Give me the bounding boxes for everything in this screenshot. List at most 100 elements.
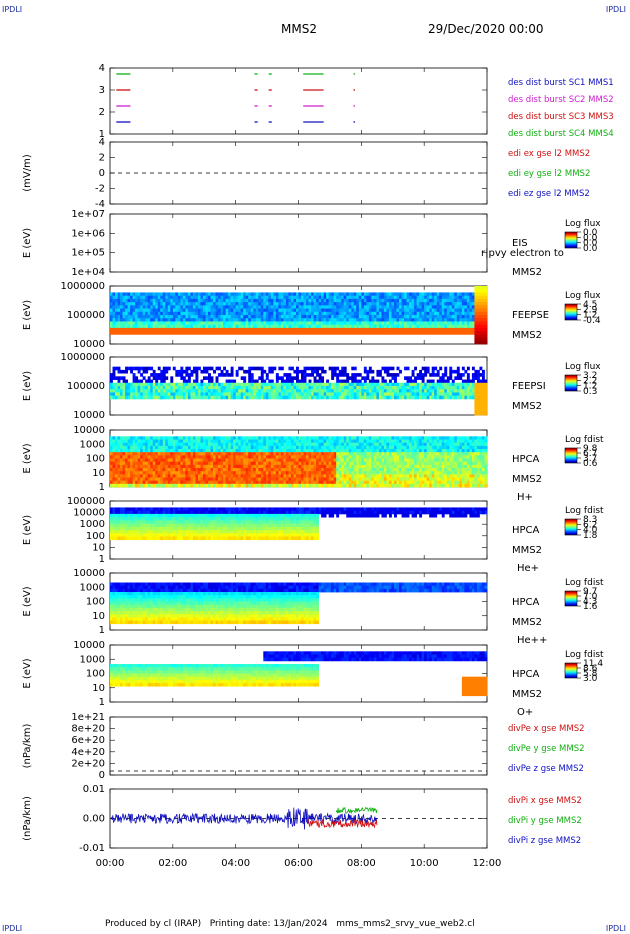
spectrogram-cell (280, 327, 284, 332)
spectrogram-cell (295, 445, 299, 450)
spectrogram-cell (358, 395, 362, 400)
spectrogram-cell (451, 392, 455, 397)
spectrogram-cell (260, 373, 264, 377)
spectrogram-cell (248, 292, 252, 297)
spectrogram-cell (127, 442, 131, 447)
spectrogram-cell (238, 395, 242, 400)
y-tick-label: 100000 (67, 310, 105, 321)
spectrogram-cell (213, 324, 216, 329)
spectrogram-cell (386, 298, 390, 303)
spectrogram-cell (117, 458, 121, 463)
spectrogram-cell (215, 442, 219, 447)
spectrogram-cell (210, 464, 214, 469)
spectrogram-cell (288, 386, 292, 390)
spectrogram-cell (306, 331, 309, 335)
spectrogram-cell (265, 436, 269, 440)
spectrogram-cell (135, 449, 139, 453)
spectrogram-cell (419, 327, 423, 332)
spectrogram-cell (115, 477, 118, 482)
spectrogram-cell (215, 395, 219, 400)
spectrogram-cell (409, 389, 412, 393)
spectrogram-cell (471, 386, 475, 390)
spectrogram-cell (301, 321, 304, 326)
spectrogram-cell (132, 324, 136, 329)
spectrogram-cell (401, 318, 405, 322)
spectrogram-cell (250, 461, 254, 466)
spectrogram-cell (451, 321, 455, 326)
spectrogram-cell (233, 379, 237, 384)
spectrogram-cell (208, 373, 211, 377)
spectrogram-cell (394, 376, 397, 380)
spectrogram-cell (348, 321, 352, 326)
spectrogram-cell (152, 455, 156, 459)
spectrogram-cell (208, 458, 211, 463)
spectrogram-cell (142, 480, 146, 485)
spectrogram-cell (358, 298, 362, 303)
spectrogram-cell (326, 311, 330, 316)
spectrogram-cell (409, 292, 412, 297)
spectrogram-cell (396, 386, 400, 390)
spectrogram-cell (424, 302, 428, 306)
spectrogram-cell (371, 331, 375, 335)
spectrogram-cell (137, 321, 141, 326)
spectrogram-cell (240, 461, 244, 466)
spectrogram-cell (225, 305, 229, 309)
spectrogram-cell (255, 452, 259, 456)
spectrogram-cell (255, 308, 259, 313)
spectrogram-cell (301, 480, 304, 485)
spectrogram-cell (230, 480, 234, 485)
spectrogram-cell (273, 445, 277, 450)
spectrogram-cell (140, 379, 144, 384)
spectrogram-cell (220, 445, 224, 450)
spectrogram-cell (346, 480, 350, 485)
spectrogram-cell (409, 382, 412, 387)
spectrogram-cell (416, 324, 420, 329)
spectrogram-cell (248, 324, 252, 329)
spectrogram-cell (346, 305, 350, 309)
spectrogram-cell (326, 295, 330, 300)
spectrogram-cell (381, 379, 385, 384)
spectrogram-cell (451, 382, 455, 387)
spectrogram-cell (361, 292, 365, 297)
spectrogram-cell (476, 376, 480, 380)
spectrogram-cell (132, 449, 136, 453)
spectrogram-cell (333, 305, 337, 309)
spectrogram-cell (210, 452, 214, 456)
spectrogram-cell (301, 373, 304, 377)
colorbar-tick-label: 3.2 (583, 371, 597, 381)
spectrogram-cell (293, 455, 297, 459)
spectrogram-cell (316, 295, 319, 300)
spectrogram-cell (388, 389, 392, 393)
spectrogram-cell (275, 298, 279, 303)
spectrogram-cell (127, 477, 131, 482)
spectrogram-cell (218, 477, 221, 482)
spectrogram-cell (182, 321, 186, 326)
spectrogram-cell (376, 392, 380, 397)
spectrogram-cell (301, 379, 304, 384)
spectrogram-cell (180, 480, 184, 485)
spectrogram-cell (152, 373, 156, 377)
spectrogram-cell (293, 298, 297, 303)
spectrogram-cell (288, 373, 292, 377)
spectrogram-cell (157, 331, 161, 335)
spectrogram-cell (120, 474, 123, 478)
spectrogram-cell (431, 382, 435, 387)
spectrogram-cell (338, 308, 342, 313)
spectrogram-cell (331, 471, 335, 475)
spectrogram-cell (240, 449, 244, 453)
spectrogram-cell (165, 321, 169, 326)
spectrogram-cell (363, 395, 367, 400)
spectrogram-cell (223, 392, 227, 397)
spectrogram-cell (275, 471, 279, 475)
spectrogram-cell (182, 324, 186, 329)
spectrogram-cell (316, 308, 319, 313)
spectrogram-cell (233, 305, 237, 309)
spectrogram-cell (295, 392, 299, 397)
spectrogram-cell (160, 292, 164, 297)
spectrogram-cell (406, 298, 410, 303)
spectrogram-cell (245, 369, 249, 374)
spectrogram-cell (301, 483, 304, 488)
spectrogram-cell (401, 327, 405, 332)
spectrogram-cell (172, 392, 176, 397)
spectrogram-cell (190, 461, 194, 466)
